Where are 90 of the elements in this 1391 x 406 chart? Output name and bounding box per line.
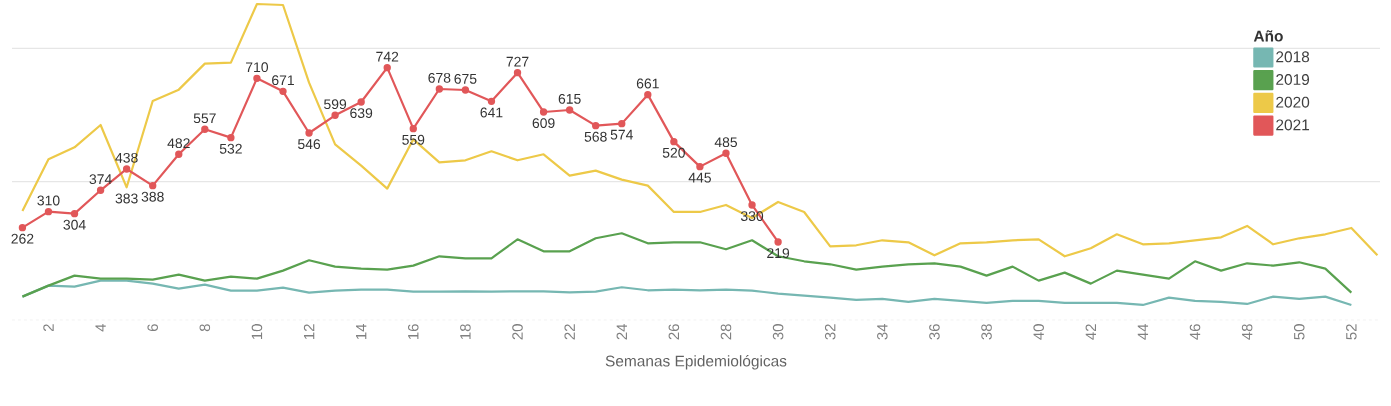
- point: [279, 87, 287, 95]
- x-tick-label: 12: [303, 324, 315, 339]
- data-label: 304: [63, 219, 86, 230]
- x-tick-label: 30: [772, 324, 784, 340]
- data-label: 388: [141, 191, 164, 202]
- x-tick-label: 10: [251, 324, 263, 339]
- point: [175, 150, 183, 158]
- data-label: 445: [688, 172, 711, 183]
- x-tick-label: 18: [460, 324, 471, 339]
- x-tick-label: 2: [43, 324, 54, 332]
- point: [461, 86, 470, 94]
- x-tick-label: 46: [1189, 324, 1201, 340]
- x-tick-label: 42: [1085, 324, 1097, 340]
- x-tick-label: 52: [1346, 324, 1357, 340]
- x-tick-label: 44: [1137, 323, 1149, 340]
- legend-label: 2018: [1276, 51, 1310, 63]
- x-tick-label: 22: [564, 324, 575, 340]
- point: [748, 201, 756, 209]
- point: [305, 129, 313, 137]
- point: [96, 186, 105, 194]
- x-tick-label: 48: [1241, 324, 1253, 340]
- data-label: 599: [324, 99, 347, 110]
- data-label: 546: [297, 139, 321, 150]
- point: [70, 209, 79, 218]
- data-label: 383: [115, 193, 138, 204]
- point: [487, 97, 496, 105]
- x-tick-label: 14: [356, 323, 367, 339]
- point: [409, 124, 417, 133]
- point: [331, 111, 339, 119]
- legend-label: 2019: [1276, 74, 1310, 85]
- point: [122, 165, 131, 173]
- data-label: 310: [37, 195, 60, 206]
- data-label: 532: [219, 143, 242, 154]
- point: [44, 207, 53, 216]
- data-label: 262: [11, 233, 34, 244]
- point: [592, 121, 600, 130]
- point: [383, 63, 391, 72]
- data-label: 485: [714, 137, 738, 148]
- data-label: 671: [272, 75, 294, 86]
- x-tick-label: 8: [199, 324, 211, 332]
- legend-label: 2021: [1276, 119, 1310, 131]
- x-tick-label: 38: [981, 324, 992, 340]
- point: [18, 223, 27, 232]
- point: [201, 125, 209, 133]
- point: [774, 238, 782, 246]
- data-label: 615: [558, 93, 581, 104]
- point: [539, 108, 548, 116]
- point: [618, 119, 626, 128]
- x-tick-label: 6: [147, 324, 158, 332]
- data-label: 641: [480, 107, 503, 118]
- x-tick-label: 34: [877, 323, 888, 340]
- data-label: 374: [89, 174, 112, 185]
- x-tick-label: 24: [616, 323, 627, 340]
- data-label: 609: [532, 118, 555, 129]
- point: [644, 90, 652, 99]
- legend-title: Año: [1253, 30, 1283, 42]
- x-tick-label: 40: [1033, 324, 1044, 340]
- data-label: 678: [428, 72, 451, 83]
- data-label: 574: [610, 129, 633, 140]
- data-label: 559: [402, 134, 425, 145]
- data-label: 482: [167, 138, 190, 149]
- x-tick-label: 50: [1293, 324, 1305, 340]
- x-tick-label: 28: [720, 324, 732, 340]
- data-label: 742: [376, 51, 399, 62]
- x-axis-title: Semanas Epidemiológicas: [605, 354, 787, 370]
- point: [435, 85, 444, 93]
- point: [670, 137, 678, 146]
- legend-label: 2020: [1276, 96, 1310, 108]
- x-tick-label: 36: [929, 324, 940, 340]
- data-label: 520: [662, 147, 685, 158]
- data-label: 675: [454, 73, 477, 84]
- point: [149, 181, 157, 190]
- x-tick-label: 16: [408, 324, 419, 339]
- point: [513, 68, 522, 77]
- data-label: 727: [506, 56, 529, 67]
- x-tick-label: 4: [95, 323, 106, 332]
- data-label: 710: [246, 62, 269, 73]
- point: [696, 162, 704, 171]
- data-label: 661: [636, 78, 659, 89]
- point: [357, 98, 365, 106]
- data-label: 639: [350, 108, 373, 119]
- data-label: 568: [584, 131, 607, 142]
- point: [722, 149, 730, 157]
- point: [227, 133, 235, 142]
- x-tick-label: 26: [668, 324, 680, 340]
- data-label: 557: [193, 113, 216, 124]
- x-tick-label: 20: [512, 324, 523, 340]
- x-tick-label: 32: [824, 324, 836, 340]
- point: [565, 106, 574, 114]
- point: [253, 74, 261, 83]
